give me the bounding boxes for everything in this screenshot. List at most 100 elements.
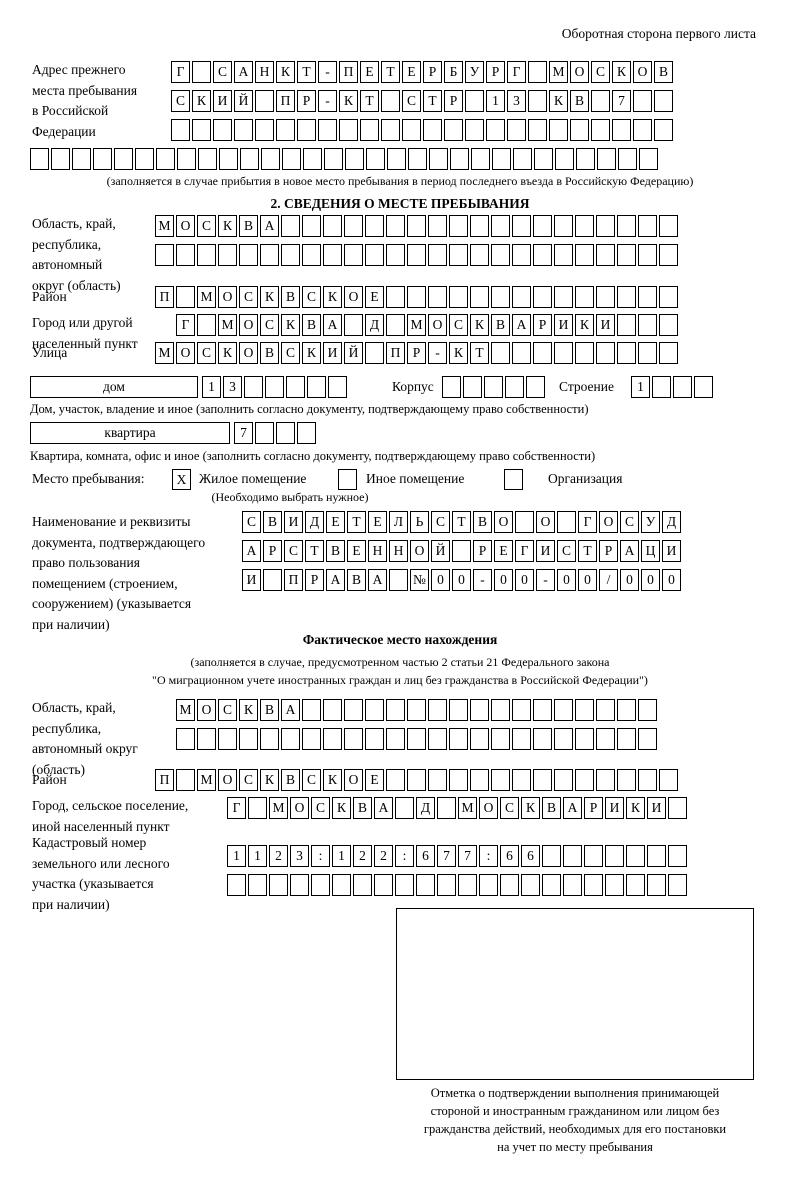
prev-address-r4-cell-28[interactable] xyxy=(597,148,616,170)
document-r3-cell-9[interactable]: № xyxy=(410,569,429,591)
city-cell-7[interactable]: В xyxy=(302,314,321,336)
region-r1-cell-20[interactable] xyxy=(554,215,573,237)
actual-region-r1-cell-10[interactable] xyxy=(365,699,384,721)
stroenie-cell-3[interactable] xyxy=(673,376,692,398)
document-r3-cell-13[interactable]: 0 xyxy=(494,569,513,591)
city-cell-17[interactable]: А xyxy=(512,314,531,336)
document-r1-cell-15[interactable]: О xyxy=(536,511,555,533)
actual-region-r2-cell-3[interactable] xyxy=(218,728,237,750)
city-cell-10[interactable]: Д xyxy=(365,314,384,336)
stroenie-cell-2[interactable] xyxy=(652,376,671,398)
prev-address-r2-cell-6[interactable]: П xyxy=(276,90,295,112)
actual-region-r1-cell-2[interactable]: О xyxy=(197,699,216,721)
document-r1-cell-20[interactable]: У xyxy=(641,511,660,533)
street-cell-23[interactable] xyxy=(617,342,636,364)
document-r3-cell-10[interactable]: 0 xyxy=(431,569,450,591)
document-r2-cell-10[interactable]: Й xyxy=(431,540,450,562)
region-r2-cell-2[interactable] xyxy=(176,244,195,266)
region-r2-cell-7[interactable] xyxy=(281,244,300,266)
prev-address-r4-cell-29[interactable] xyxy=(618,148,637,170)
checkbox-inoe-pomeshchenie[interactable] xyxy=(338,469,357,490)
actual-district-cell-22[interactable] xyxy=(596,769,615,791)
prev-address-r2-cell-12[interactable]: С xyxy=(402,90,421,112)
prev-address-r2-cell-10[interactable]: Т xyxy=(360,90,379,112)
korpus-cell-3[interactable] xyxy=(484,376,503,398)
actual-district-cell-10[interactable]: О xyxy=(344,769,363,791)
prev-address-r2-cell-5[interactable] xyxy=(255,90,274,112)
document-r3-cell-14[interactable]: 0 xyxy=(515,569,534,591)
street-cell-12[interactable]: П xyxy=(386,342,405,364)
district-cell-12[interactable] xyxy=(386,286,405,308)
cadastral-r2-cell-8[interactable] xyxy=(374,874,393,896)
region-r1-cell-25[interactable] xyxy=(659,215,678,237)
cadastral-r2-cell-9[interactable] xyxy=(395,874,414,896)
cadastral-r2-cell-11[interactable] xyxy=(437,874,456,896)
prev-address-r3-cell-22[interactable] xyxy=(612,119,631,141)
prev-address-r4-cell-1[interactable] xyxy=(30,148,49,170)
actual-region-r1-cell-19[interactable] xyxy=(554,699,573,721)
korpus-cell-1[interactable] xyxy=(442,376,461,398)
actual-region-r2-cell-18[interactable] xyxy=(533,728,552,750)
city-cell-12[interactable]: М xyxy=(407,314,426,336)
document-r3-cell-2[interactable] xyxy=(263,569,282,591)
actual-city-cell-20[interactable]: К xyxy=(626,797,645,819)
actual-city-cell-1[interactable]: Г xyxy=(227,797,246,819)
actual-region-r1-cell-11[interactable] xyxy=(386,699,405,721)
prev-address-r3-cell-12[interactable] xyxy=(402,119,421,141)
document-row-3[interactable]: И П Р А В А № 0 0-0 0-0 0/0 0 0 xyxy=(242,569,681,591)
actual-region-r1-cell-12[interactable] xyxy=(407,699,426,721)
actual-region-r1-cell-14[interactable] xyxy=(449,699,468,721)
cadastral-r1-cell-9[interactable]: : xyxy=(395,845,414,867)
region-r2-cell-14[interactable] xyxy=(428,244,447,266)
cadastral-r1-cell-5[interactable]: : xyxy=(311,845,330,867)
actual-district-cell-20[interactable] xyxy=(554,769,573,791)
region-r2-cell-3[interactable] xyxy=(197,244,216,266)
prev-address-r1-cell-14[interactable]: Б xyxy=(444,61,463,83)
document-r3-cell-12[interactable]: - xyxy=(473,569,492,591)
document-r3-cell-20[interactable]: 0 xyxy=(641,569,660,591)
document-r3-cell-17[interactable]: 0 xyxy=(578,569,597,591)
street-cell-18[interactable] xyxy=(512,342,531,364)
region-r1-cell-9[interactable] xyxy=(323,215,342,237)
region-r2-cell-4[interactable] xyxy=(218,244,237,266)
region-r1-cell-13[interactable] xyxy=(407,215,426,237)
city-cell-8[interactable]: А xyxy=(323,314,342,336)
prev-address-r4-cell-7[interactable] xyxy=(156,148,175,170)
document-r3-cell-6[interactable]: В xyxy=(347,569,366,591)
document-r2-cell-17[interactable]: Т xyxy=(578,540,597,562)
actual-district-cell-17[interactable] xyxy=(491,769,510,791)
actual-city-cell-22[interactable] xyxy=(668,797,687,819)
prev-address-r1-cell-15[interactable]: У xyxy=(465,61,484,83)
street-cell-8[interactable]: К xyxy=(302,342,321,364)
prev-address-row-4[interactable] xyxy=(30,148,658,170)
prev-address-r3-cell-16[interactable] xyxy=(486,119,505,141)
prev-address-r1-cell-17[interactable]: Г xyxy=(507,61,526,83)
cadastral-r2-cell-14[interactable] xyxy=(500,874,519,896)
city-cell-18[interactable]: Р xyxy=(533,314,552,336)
document-r1-cell-21[interactable]: Д xyxy=(662,511,681,533)
actual-region-r2-cell-19[interactable] xyxy=(554,728,573,750)
document-r1-cell-17[interactable]: Г xyxy=(578,511,597,533)
actual-district-cell-2[interactable] xyxy=(176,769,195,791)
street-cell-25[interactable] xyxy=(659,342,678,364)
city-cell-21[interactable]: И xyxy=(596,314,615,336)
prev-address-r1-cell-1[interactable]: Г xyxy=(171,61,190,83)
region-r2-cell-20[interactable] xyxy=(554,244,573,266)
prev-address-r4-cell-20[interactable] xyxy=(429,148,448,170)
flat-cells[interactable]: 7 xyxy=(234,422,316,444)
region-r1-cell-21[interactable] xyxy=(575,215,594,237)
prev-address-r2-cell-2[interactable]: К xyxy=(192,90,211,112)
prev-address-r3-cell-7[interactable] xyxy=(297,119,316,141)
prev-address-r1-cell-9[interactable]: П xyxy=(339,61,358,83)
cadastral-r1-cell-17[interactable] xyxy=(563,845,582,867)
actual-region-r2-cell-21[interactable] xyxy=(596,728,615,750)
district-cell-9[interactable]: К xyxy=(323,286,342,308)
city-cell-1[interactable]: Г xyxy=(176,314,195,336)
actual-district-cell-14[interactable] xyxy=(428,769,447,791)
district-cell-6[interactable]: К xyxy=(260,286,279,308)
korpus-cell-2[interactable] xyxy=(463,376,482,398)
